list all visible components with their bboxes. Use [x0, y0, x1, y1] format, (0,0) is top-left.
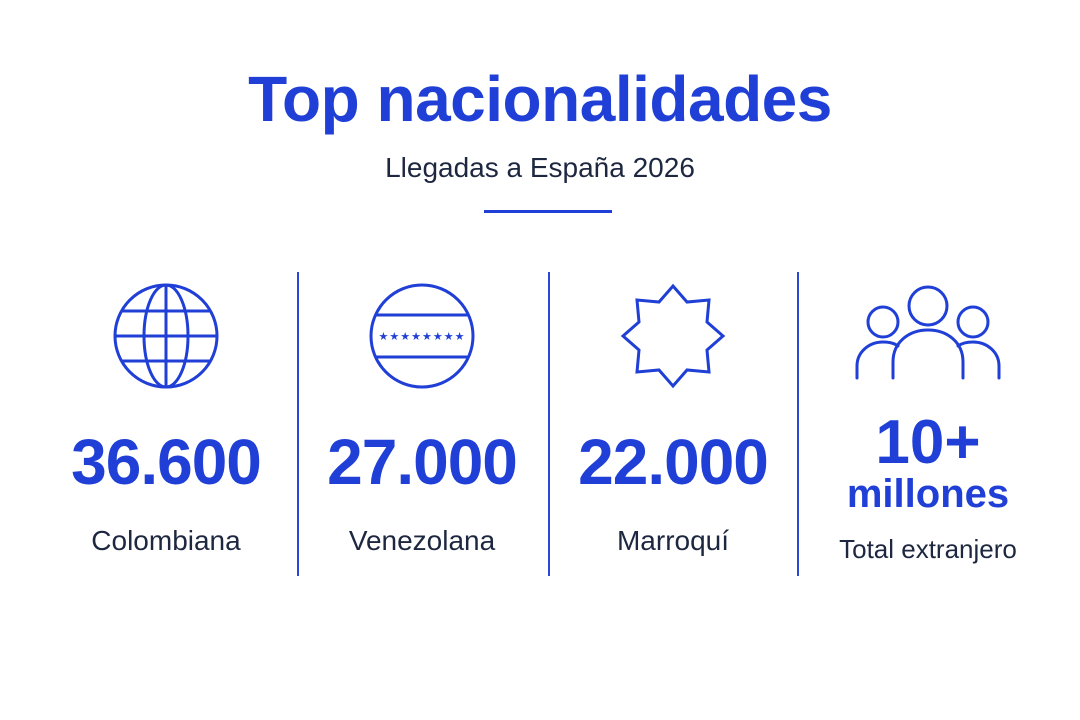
- moroccan-star-icon: [620, 283, 726, 389]
- stat-label: Marroquí: [616, 525, 730, 556]
- stat-value-unit: millones: [846, 472, 1010, 516]
- page-title: Top nacionalidades: [248, 63, 832, 135]
- stat-label: Colombiana: [91, 525, 241, 556]
- stat-colombiana: 36.600 Colombiana: [52, 280, 280, 580]
- globe-icon: [113, 283, 219, 389]
- stat-marroqui: 22.000 Marroquí: [562, 280, 784, 580]
- stat-total-extranjero: 10+ millones Total extranjero: [810, 280, 1046, 580]
- stat-label: Venezolana: [348, 525, 496, 556]
- column-divider: [797, 272, 799, 576]
- stat-value: 22.000: [578, 426, 769, 498]
- title-underline: [484, 210, 612, 213]
- stat-value: 10+: [875, 408, 981, 477]
- stat-venezolana: ★★★★★★★★ 27.000 Venezolana: [312, 280, 532, 580]
- people-group-icon: [855, 285, 1001, 380]
- stat-label: Total extranjero: [839, 534, 1017, 564]
- venezuela-flag-icon: ★★★★★★★★: [369, 283, 475, 389]
- stat-value: 36.600: [71, 426, 262, 498]
- svg-text:★★★★★★★★: ★★★★★★★★: [379, 330, 466, 343]
- stat-value: 27.000: [327, 426, 518, 498]
- page-subtitle: Llegadas a España 2026: [385, 152, 695, 183]
- column-divider: [548, 272, 550, 576]
- column-divider: [297, 272, 299, 576]
